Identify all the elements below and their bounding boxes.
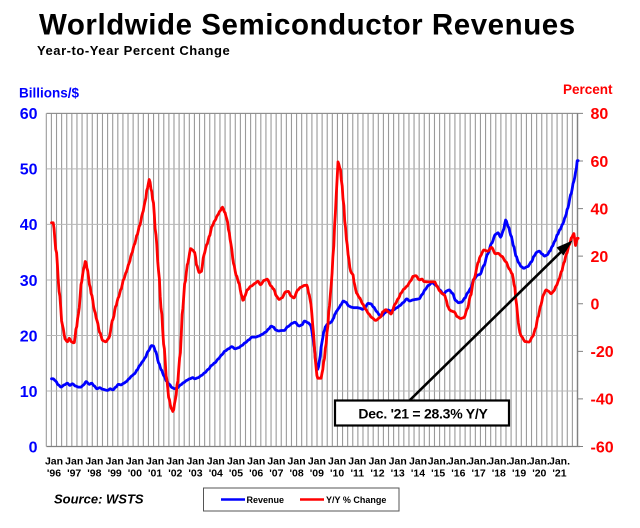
svg-text:Y/Y % Change: Y/Y % Change (326, 495, 386, 505)
svg-text:40: 40 (20, 217, 38, 234)
svg-text:'13: '13 (391, 468, 405, 480)
svg-text:Jan.: Jan. (428, 456, 449, 468)
svg-text:Year-to-Year Percent Change: Year-to-Year Percent Change (37, 43, 230, 58)
svg-text:Worldwide Semiconductor Revenu: Worldwide Semiconductor Revenues (39, 9, 576, 42)
svg-text:'05: '05 (229, 468, 243, 480)
svg-text:-20: -20 (591, 344, 614, 361)
svg-text:-40: -40 (591, 392, 614, 409)
svg-text:0: 0 (29, 439, 38, 456)
svg-text:60: 60 (591, 154, 609, 171)
svg-text:Jan.: Jan. (468, 456, 489, 468)
svg-text:Jan: Jan (389, 456, 407, 468)
svg-text:'09: '09 (310, 468, 324, 480)
svg-text:20: 20 (591, 249, 609, 266)
svg-text:'06: '06 (249, 468, 263, 480)
svg-text:Jan: Jan (106, 456, 124, 468)
svg-text:'21: '21 (552, 468, 566, 480)
svg-text:Jan: Jan (227, 456, 245, 468)
svg-text:Jan.: Jan. (549, 456, 570, 468)
svg-text:'20: '20 (532, 468, 546, 480)
svg-text:Billions/$: Billions/$ (19, 86, 80, 101)
svg-text:Jan: Jan (348, 456, 366, 468)
svg-text:'10: '10 (330, 468, 344, 480)
svg-text:'16: '16 (451, 468, 465, 480)
svg-text:Jan: Jan (247, 456, 265, 468)
svg-text:0: 0 (591, 297, 600, 314)
svg-text:10: 10 (20, 384, 38, 401)
svg-text:'97: '97 (67, 468, 81, 480)
svg-text:Jan: Jan (308, 456, 326, 468)
svg-text:Jan: Jan (166, 456, 184, 468)
svg-text:Jan.: Jan. (448, 456, 469, 468)
svg-text:Jan: Jan (288, 456, 306, 468)
svg-text:'19: '19 (512, 468, 526, 480)
svg-text:'96: '96 (47, 468, 61, 480)
svg-text:'08: '08 (290, 468, 304, 480)
svg-text:'02: '02 (168, 468, 182, 480)
svg-text:'11: '11 (350, 468, 364, 480)
svg-text:Percent: Percent (563, 82, 613, 97)
svg-text:'15: '15 (431, 468, 445, 480)
svg-text:Jan: Jan (267, 456, 285, 468)
svg-text:60: 60 (20, 106, 38, 123)
svg-text:'12: '12 (370, 468, 384, 480)
svg-text:-60: -60 (591, 439, 614, 456)
svg-text:Jan.: Jan. (509, 456, 530, 468)
svg-text:'03: '03 (188, 468, 202, 480)
svg-text:'98: '98 (87, 468, 101, 480)
svg-text:Jan: Jan (409, 456, 427, 468)
svg-text:50: 50 (20, 162, 38, 179)
svg-text:Dec. '21 = 28.3% Y/Y: Dec. '21 = 28.3% Y/Y (358, 406, 488, 422)
svg-text:Jan: Jan (368, 456, 386, 468)
svg-text:40: 40 (591, 201, 609, 218)
svg-text:Jan: Jan (328, 456, 346, 468)
svg-text:30: 30 (20, 273, 38, 290)
svg-text:Jan.: Jan. (488, 456, 509, 468)
svg-text:Jan: Jan (85, 456, 103, 468)
svg-text:20: 20 (20, 328, 38, 345)
svg-text:Source: WSTS: Source: WSTS (54, 492, 144, 507)
svg-text:'14: '14 (411, 468, 425, 480)
svg-text:Jan: Jan (65, 456, 83, 468)
svg-text:Revenue: Revenue (247, 495, 285, 505)
svg-text:'00: '00 (128, 468, 142, 480)
svg-text:Jan: Jan (207, 456, 225, 468)
svg-text:80: 80 (591, 106, 609, 123)
svg-text:'18: '18 (492, 468, 506, 480)
svg-text:Jan: Jan (186, 456, 204, 468)
svg-text:'04: '04 (209, 468, 223, 480)
svg-text:Jan: Jan (146, 456, 164, 468)
svg-text:'17: '17 (472, 468, 486, 480)
svg-text:Jan.: Jan. (529, 456, 550, 468)
svg-text:Jan: Jan (45, 456, 63, 468)
svg-text:'99: '99 (108, 468, 122, 480)
svg-text:'01: '01 (148, 468, 162, 480)
svg-text:Jan: Jan (126, 456, 144, 468)
svg-text:'07: '07 (269, 468, 283, 480)
